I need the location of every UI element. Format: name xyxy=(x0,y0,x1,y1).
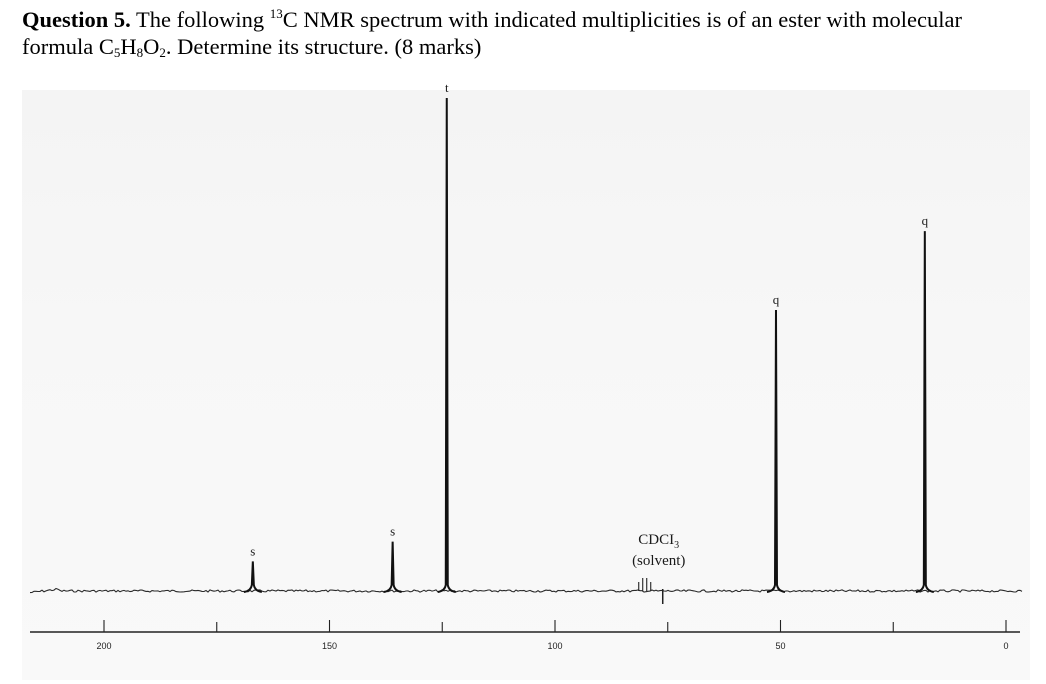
solvent-signal xyxy=(638,578,664,604)
x-tick-label: 0 xyxy=(1003,641,1008,651)
hydrogen-symbol: H xyxy=(120,34,137,59)
oxygen-symbol: O xyxy=(143,34,160,59)
hydrogen-count: 8 xyxy=(136,45,144,60)
peak-labels: s s t q q CDCI3 (solvent) xyxy=(250,80,928,569)
x-tick-label: 200 xyxy=(96,641,111,651)
peak-167-ppm xyxy=(243,561,263,593)
peak-136-ppm xyxy=(383,541,402,593)
solvent-label-name: CDCI3 xyxy=(638,532,679,551)
x-tick-label: 100 xyxy=(547,641,562,651)
question-text: Question 5. The following 13C NMR spectr… xyxy=(22,6,1022,60)
solvent-label-note: (solvent) xyxy=(632,553,685,569)
peak-18-ppm xyxy=(915,231,935,593)
multiplicity-label: t xyxy=(445,80,449,95)
multiplicity-label: s xyxy=(250,543,255,558)
carbon-count: 5 xyxy=(113,45,121,60)
multiplicity-label: s xyxy=(390,524,395,539)
spectrum-trace xyxy=(29,578,1023,604)
x-axis: 200 150 100 50 0 xyxy=(30,620,1020,651)
question-number: Question 5. xyxy=(22,7,131,32)
peaks xyxy=(243,97,935,593)
question-intro: The following xyxy=(135,7,265,32)
isotope-superscript: 13 xyxy=(269,6,283,21)
question-body: C NMR spectrum with indicated multiplici… xyxy=(22,7,962,59)
scanned-spectrum-background xyxy=(22,90,1030,680)
multiplicity-label: q xyxy=(773,292,780,307)
oxygen-count: 2 xyxy=(159,45,166,60)
x-tick-label: 150 xyxy=(322,641,337,651)
x-tick-label: 50 xyxy=(775,641,785,651)
question-ending: . Determine its structure. (8 marks) xyxy=(165,34,482,59)
peak-51-ppm xyxy=(766,309,786,593)
baseline-noise xyxy=(29,587,1023,594)
multiplicity-label: q xyxy=(922,213,929,228)
peak-124-ppm xyxy=(437,97,456,593)
